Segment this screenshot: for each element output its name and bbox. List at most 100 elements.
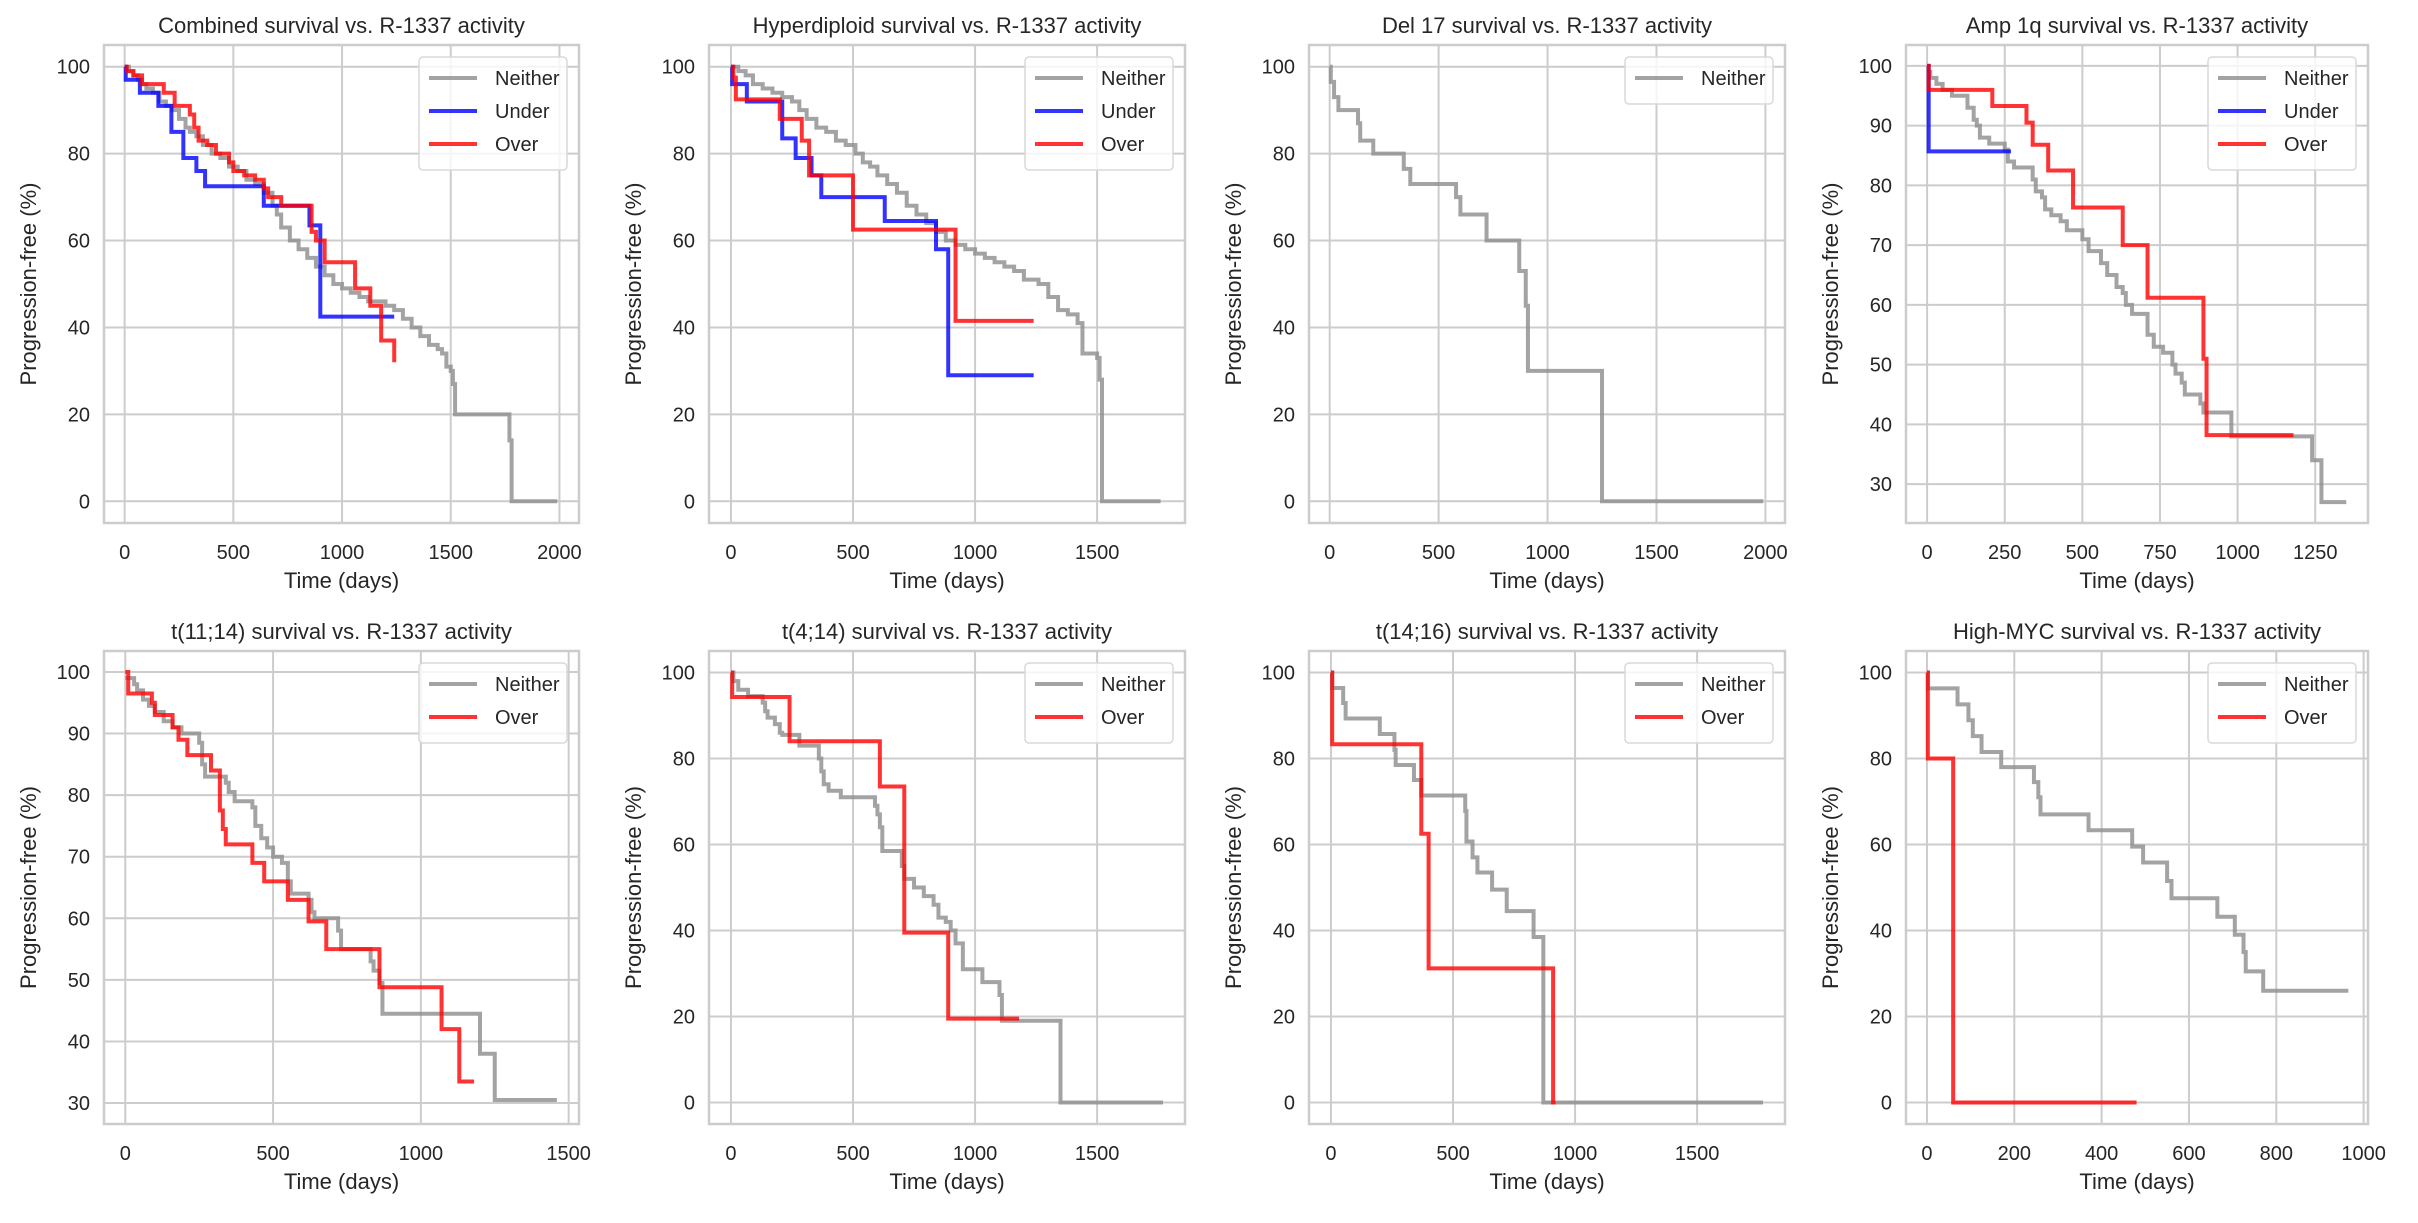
series-line-neither xyxy=(730,64,1161,504)
y-tick-label: 90 xyxy=(68,724,90,746)
y-tick-label: 100 xyxy=(57,57,90,79)
panel-4: 0 500 1000 1500 30 40 50 60 70 80 90 100 t(11;14) su… xyxy=(16,619,591,1194)
axes-frame xyxy=(102,649,581,1126)
x-tick-label: 1000 xyxy=(953,1143,998,1165)
y-axis-label: Progression-free (%) xyxy=(16,183,41,386)
legend-label-neither: Neither xyxy=(495,68,560,90)
y-tick-label: 60 xyxy=(673,231,695,253)
y-tick-label: 40 xyxy=(1870,414,1892,436)
x-tick-label: 500 xyxy=(836,542,869,564)
series-line-over xyxy=(125,669,475,1084)
y-tick-label: 100 xyxy=(1262,57,1295,79)
x-tick-label: 0 xyxy=(725,542,736,564)
legend-label-neither: Neither xyxy=(2284,674,2349,696)
y-tick-label: 80 xyxy=(1870,175,1892,197)
x-tick-label: 500 xyxy=(256,1143,289,1165)
series-line-over xyxy=(730,64,1034,323)
x-tick-label: 400 xyxy=(2085,1143,2118,1165)
legend-label-over: Over xyxy=(1101,134,1145,156)
axes-frame xyxy=(707,649,1187,1126)
legend-box xyxy=(418,56,568,171)
y-tick-label: 80 xyxy=(1870,749,1892,771)
legend: Neither Over xyxy=(2207,662,2357,744)
y-tick-label: 90 xyxy=(1870,116,1892,138)
chart-title: Hyperdiploid survival vs. R-1337 activit… xyxy=(753,13,1142,38)
axes-frame xyxy=(102,43,581,525)
x-tick-label: 750 xyxy=(2143,542,2176,564)
x-tick-label: 0 xyxy=(1921,1143,1932,1165)
y-tick-label: 40 xyxy=(68,317,90,339)
panel-2: 0 500 1000 1500 2000 0 20 40 60 80 100 Del 17 survi… xyxy=(1221,13,1788,593)
y-tick-label: 40 xyxy=(1870,921,1892,943)
y-tick-label: 100 xyxy=(1859,663,1892,685)
legend-label-over: Over xyxy=(1101,707,1145,729)
y-tick-label: 60 xyxy=(1870,835,1892,857)
y-tick-label: 20 xyxy=(673,1007,695,1029)
y-tick-label: 70 xyxy=(68,847,90,869)
x-tick-label: 1000 xyxy=(1525,542,1570,564)
y-tick-label: 100 xyxy=(662,663,695,685)
legend-label-neither: Neither xyxy=(1701,674,1766,696)
x-tick-label: 1500 xyxy=(546,1143,591,1165)
legend-label-over: Over xyxy=(2284,134,2328,156)
panel-7: 0 200 400 600 800 1000 0 20 40 60 80 100 High-MYC su… xyxy=(1818,619,2386,1194)
chart-title: Del 17 survival vs. R-1337 activity xyxy=(1382,13,1712,38)
legend: Neither Over xyxy=(418,662,568,744)
y-tick-label: 70 xyxy=(1870,235,1892,257)
chart-title: High-MYC survival vs. R-1337 activity xyxy=(1953,619,2321,644)
x-axis-label: Time (days) xyxy=(889,568,1004,593)
legend-label-under: Under xyxy=(1101,101,1156,123)
y-tick-label: 40 xyxy=(673,317,695,339)
series-line-over xyxy=(1926,63,2294,438)
y-tick-label: 60 xyxy=(1870,295,1892,317)
x-axis-label: Time (days) xyxy=(2079,1169,2194,1194)
y-axis-label: Progression-free (%) xyxy=(1818,786,1843,989)
y-tick-label: 30 xyxy=(68,1093,90,1115)
series-line-over xyxy=(730,670,1020,1021)
legend-box xyxy=(1624,56,1774,105)
legend-label-neither: Neither xyxy=(495,674,560,696)
legend-label-over: Over xyxy=(495,134,539,156)
legend-label-neither: Neither xyxy=(2284,68,2349,90)
x-tick-label: 500 xyxy=(836,1143,869,1165)
legend-label-under: Under xyxy=(495,101,550,123)
y-tick-label: 50 xyxy=(1870,355,1892,377)
y-axis-label: Progression-free (%) xyxy=(621,786,646,989)
x-tick-label: 1500 xyxy=(428,542,473,564)
y-tick-label: 20 xyxy=(68,404,90,426)
axes-frame xyxy=(1904,43,2370,525)
x-tick-label: 0 xyxy=(725,1143,736,1165)
x-axis-label: Time (days) xyxy=(1489,568,1604,593)
x-axis-label: Time (days) xyxy=(284,568,399,593)
y-tick-label: 30 xyxy=(1870,474,1892,496)
y-tick-label: 20 xyxy=(1273,1007,1295,1029)
y-tick-label: 0 xyxy=(79,491,90,513)
legend-label-over: Over xyxy=(2284,707,2328,729)
legend-label-neither: Neither xyxy=(1101,674,1166,696)
legend-box xyxy=(1024,56,1174,171)
chart-title: t(11;14) survival vs. R-1337 activity xyxy=(171,619,512,644)
series-line-over xyxy=(1925,670,2137,1105)
axes-frame xyxy=(707,43,1187,525)
legend: Neither Under Over xyxy=(1024,56,1174,171)
y-tick-label: 40 xyxy=(68,1031,90,1053)
x-tick-label: 500 xyxy=(1436,1143,1469,1165)
x-tick-label: 1000 xyxy=(2341,1143,2386,1165)
y-tick-label: 0 xyxy=(684,491,695,513)
legend: Neither xyxy=(1624,56,1774,105)
series-line-under xyxy=(730,64,1034,378)
x-tick-label: 1000 xyxy=(2215,542,2260,564)
series-line-over xyxy=(124,64,397,363)
panel-3: 0 250 500 750 1000 1250 30 40 50 60 70 80 90 100 Amp 1… xyxy=(1818,13,2370,593)
y-tick-label: 80 xyxy=(68,785,90,807)
x-tick-label: 200 xyxy=(1998,1143,2031,1165)
y-tick-label: 100 xyxy=(1859,56,1892,78)
y-tick-label: 60 xyxy=(1273,835,1295,857)
x-tick-label: 1500 xyxy=(1075,1143,1120,1165)
x-axis-label: Time (days) xyxy=(889,1169,1004,1194)
y-tick-label: 0 xyxy=(684,1093,695,1115)
legend: Neither Under Over xyxy=(2207,56,2357,171)
series-line-neither xyxy=(1927,69,2347,505)
legend-label-under: Under xyxy=(2284,101,2339,123)
